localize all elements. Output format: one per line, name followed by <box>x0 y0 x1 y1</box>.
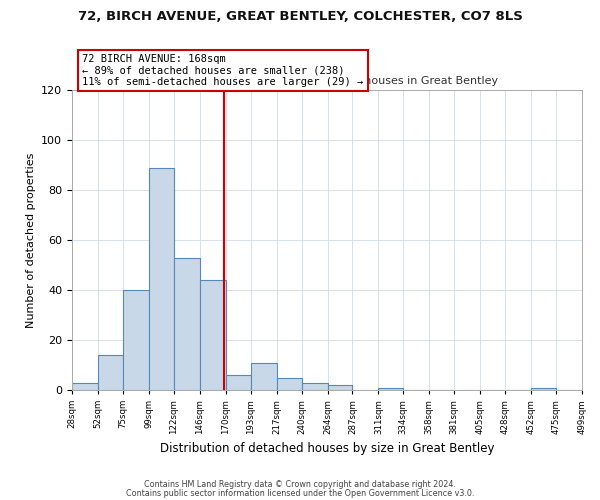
Bar <box>174 258 200 390</box>
Bar <box>277 378 302 390</box>
Text: 72, BIRCH AVENUE, GREAT BENTLEY, COLCHESTER, CO7 8LS: 72, BIRCH AVENUE, GREAT BENTLEY, COLCHES… <box>77 10 523 23</box>
Bar <box>72 382 98 390</box>
Bar <box>226 375 251 390</box>
Bar <box>531 388 556 390</box>
Bar <box>302 382 328 390</box>
Bar <box>200 280 226 390</box>
Text: Contains public sector information licensed under the Open Government Licence v3: Contains public sector information licen… <box>126 488 474 498</box>
Bar <box>251 362 277 390</box>
Title: Size of property relative to detached houses in Great Bentley: Size of property relative to detached ho… <box>156 76 498 86</box>
Bar <box>328 385 352 390</box>
Text: Contains HM Land Registry data © Crown copyright and database right 2024.: Contains HM Land Registry data © Crown c… <box>144 480 456 489</box>
X-axis label: Distribution of detached houses by size in Great Bentley: Distribution of detached houses by size … <box>160 442 494 455</box>
Bar <box>379 388 403 390</box>
Text: 72 BIRCH AVENUE: 168sqm
← 89% of detached houses are smaller (238)
11% of semi-d: 72 BIRCH AVENUE: 168sqm ← 89% of detache… <box>82 54 364 87</box>
Bar <box>149 168 174 390</box>
Y-axis label: Number of detached properties: Number of detached properties <box>26 152 35 328</box>
Bar <box>123 290 149 390</box>
Bar <box>98 355 123 390</box>
